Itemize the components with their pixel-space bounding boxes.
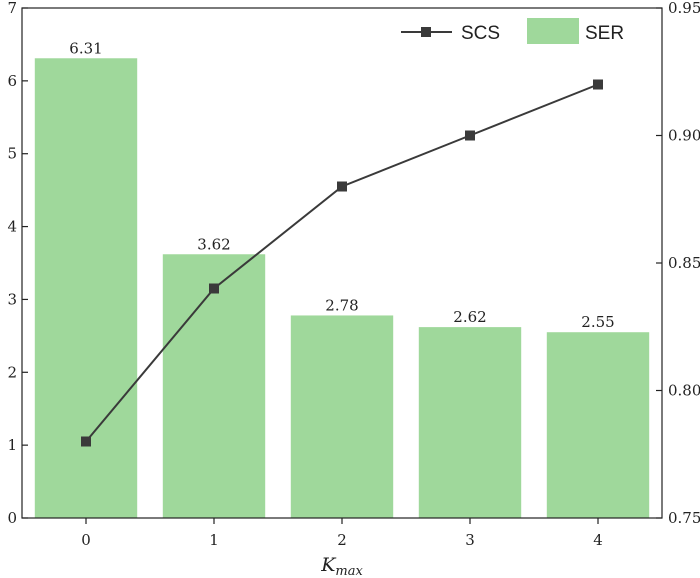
right-tick-label-0.90: 0.90 [668,127,700,145]
x-tick-label-1: 1 [209,531,219,549]
ser-data-label-4: 2.55 [581,313,614,331]
x-tick-label-0: 0 [81,531,91,549]
x-axis-label-subscript: max [335,564,363,578]
legend-ser-swatch [527,18,579,44]
left-tick-label-4: 4 [7,218,17,236]
x-tick-label-3: 3 [465,531,475,549]
right-tick-label-0.85: 0.85 [668,254,700,272]
ser-bar-4 [546,332,650,518]
scs-point-4 [593,79,603,90]
left-tick-label-1: 1 [7,436,17,454]
ser-data-labels: 6.31 3.62 2.78 2.62 2.55 [69,39,614,331]
left-tick-label-7: 7 [7,0,17,17]
legend-scs-marker [421,27,431,37]
left-tick-label-6: 6 [7,72,17,90]
ser-bar-3 [418,327,522,518]
right-tick-label-0.80: 0.80 [668,382,700,400]
scs-point-1 [209,283,219,294]
axes: 0 1 2 3 4 5 6 7 0.75 0.80 0.85 0.90 0.95 0 1 2 3 4 [7,0,700,549]
right-tick-label-0.75: 0.75 [668,509,700,527]
ser-data-label-1: 3.62 [197,235,230,253]
ser-bar-2 [290,315,394,518]
legend-ser-label: SER [585,23,624,44]
left-tick-label-3: 3 [7,290,17,308]
left-tick-label-0: 0 [7,509,17,527]
ser-data-label-3: 2.62 [453,308,486,326]
legend-scs-label: SCS [461,23,500,44]
x-tick-label-4: 4 [593,531,603,549]
legend: SCS SER [401,18,624,44]
left-tick-label-5: 5 [7,145,17,163]
right-tick-label-0.95: 0.95 [668,0,700,17]
x-axis-label: Kmax [320,554,363,578]
scs-point-0 [81,436,91,447]
scs-line-series [81,79,603,447]
ser-bar-1 [162,254,266,518]
scs-point-3 [465,130,475,141]
ser-data-label-2: 2.78 [325,296,358,314]
ser-bar-0 [34,58,138,519]
x-axis-label-main: K [320,554,337,576]
x-tick-label-2: 2 [337,531,347,549]
scs-point-2 [337,181,347,192]
left-tick-label-2: 2 [7,363,17,381]
ser-data-label-0: 6.31 [69,39,102,57]
ser-bars [34,58,650,519]
